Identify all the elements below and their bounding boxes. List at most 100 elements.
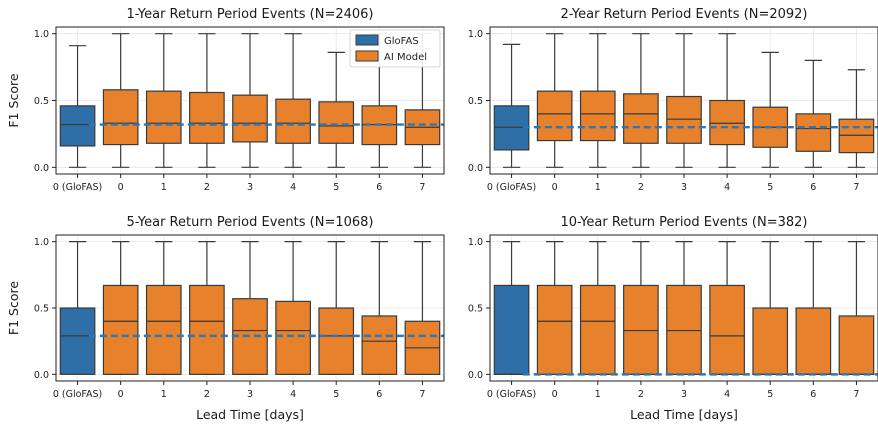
box-body	[579, 90, 616, 142]
box-5	[752, 51, 789, 168]
panel-title: 1-Year Return Period Events (N=2406)	[126, 7, 373, 22]
x-tick-label: 5	[767, 182, 773, 193]
box-body	[795, 113, 832, 152]
x-tick-label: 6	[376, 389, 382, 400]
x-tick-label: 1	[595, 389, 601, 400]
box-3	[666, 241, 702, 375]
x-tick-label: 2	[204, 182, 210, 193]
x-axis-label: Lead Time [days]	[196, 407, 304, 422]
panel-3: 0.0 0.5 1.0 0 (GloFAS) 0 1 2 3 4 5 6 7 5-Year Return…	[6, 215, 445, 422]
legend-swatch-glofas	[355, 34, 379, 46]
y-tick-label: 0.0	[34, 163, 49, 174]
x-tick-label: 6	[376, 182, 382, 193]
box-body	[189, 284, 225, 375]
box-6	[795, 59, 832, 168]
panel-4: 0.0 0.5 1.0 0 (GloFAS) 0 1 2 3 4 5 6 7 10-Year Retur…	[468, 215, 878, 422]
box-body	[536, 90, 573, 142]
y-tick-label: 1.0	[468, 237, 483, 248]
box-body	[536, 284, 573, 375]
legend-label-ai-model: AI Model	[384, 52, 427, 63]
x-tick-label: 3	[681, 389, 687, 400]
x-tick-label: 4	[724, 389, 730, 400]
box-body	[59, 307, 96, 375]
box-body	[838, 118, 875, 154]
x-tick-label: 3	[681, 182, 687, 193]
x-tick-label: 4	[290, 182, 296, 193]
box-0	[102, 241, 139, 375]
box-0	[536, 33, 573, 168]
box-7	[838, 69, 875, 168]
y-tick-label: 0.0	[468, 370, 483, 381]
x-tick-label: 2	[638, 182, 644, 193]
box-5	[752, 241, 789, 375]
x-tick-label: 0	[118, 182, 124, 193]
x-tick-label: 0	[552, 182, 558, 193]
box-4	[709, 241, 745, 375]
box-body	[666, 95, 702, 144]
box-body	[59, 105, 96, 147]
box-3	[666, 33, 702, 168]
y-tick-label: 0.0	[34, 370, 49, 381]
x-tick-label: 0 (GloFAS)	[53, 389, 102, 400]
legend-swatch-ai-model	[355, 50, 379, 62]
y-tick-label: 0.5	[468, 96, 483, 107]
x-tick-label: 1	[161, 182, 167, 193]
x-tick-label: 0	[552, 389, 558, 400]
box-1	[145, 33, 182, 168]
box-body	[361, 315, 398, 375]
x-tick-label: 7	[419, 182, 425, 193]
x-tick-label: 1	[595, 182, 601, 193]
x-tick-label: 0	[118, 389, 124, 400]
box-0-glofas-	[493, 241, 530, 375]
box-body	[623, 93, 659, 144]
x-tick-label: 5	[333, 182, 339, 193]
box-body	[189, 91, 225, 144]
box-body	[709, 284, 745, 375]
box-5	[318, 51, 355, 168]
box-2	[623, 241, 659, 375]
y-tick-label: 0.5	[34, 96, 49, 107]
x-tick-label: 7	[853, 389, 859, 400]
box-body	[102, 284, 139, 375]
x-tick-label: 3	[247, 389, 253, 400]
box-1	[579, 33, 616, 168]
box-body	[752, 307, 789, 375]
y-tick-label: 0.5	[468, 304, 483, 315]
box-0-glofas-	[493, 43, 530, 168]
box-body	[795, 307, 832, 375]
x-tick-label: 4	[724, 182, 730, 193]
box-body	[623, 284, 659, 375]
y-axis-label: F1 Score	[6, 281, 21, 335]
box-2	[623, 33, 659, 168]
box-0-glofas-	[59, 241, 96, 375]
x-tick-label: 5	[767, 389, 773, 400]
box-body	[275, 300, 311, 375]
panel-title: 10-Year Return Period Events (N=382)	[560, 215, 807, 230]
x-tick-label: 6	[810, 182, 816, 193]
x-tick-label: 0 (GloFAS)	[487, 389, 536, 400]
x-tick-label: 2	[638, 389, 644, 400]
x-tick-label: 0 (GloFAS)	[487, 182, 536, 193]
y-tick-label: 1.0	[34, 237, 49, 248]
box-body	[493, 284, 530, 375]
box-body	[275, 98, 311, 144]
box-body	[145, 284, 182, 375]
panel-2: 0.0 0.5 1.0 0 (GloFAS) 0 1 2 3 4 5 6 7 2-Year Return…	[468, 7, 878, 193]
box-0	[536, 241, 573, 375]
box-7	[404, 241, 441, 375]
box-body	[145, 90, 182, 144]
box-2	[189, 241, 225, 375]
legend: GloFAS AI Model	[349, 29, 441, 68]
box-1	[145, 241, 182, 375]
y-axis-label: F1 Score	[6, 73, 21, 127]
x-tick-label: 2	[204, 389, 210, 400]
box-0-glofas-	[59, 45, 96, 168]
x-tick-label: 7	[853, 182, 859, 193]
x-tick-label: 4	[290, 389, 296, 400]
x-tick-label: 3	[247, 182, 253, 193]
x-axis-label: Lead Time [days]	[630, 407, 738, 422]
box-4	[709, 33, 745, 168]
box-body	[579, 284, 616, 375]
box-body	[318, 307, 355, 375]
